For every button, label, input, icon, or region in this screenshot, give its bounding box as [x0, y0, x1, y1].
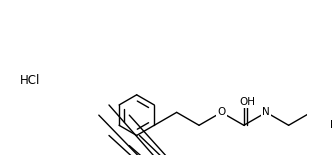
Text: N: N — [330, 120, 332, 130]
Text: N: N — [262, 107, 270, 117]
Text: HCl: HCl — [20, 74, 41, 87]
Text: OH: OH — [239, 97, 256, 107]
Text: O: O — [217, 107, 225, 117]
